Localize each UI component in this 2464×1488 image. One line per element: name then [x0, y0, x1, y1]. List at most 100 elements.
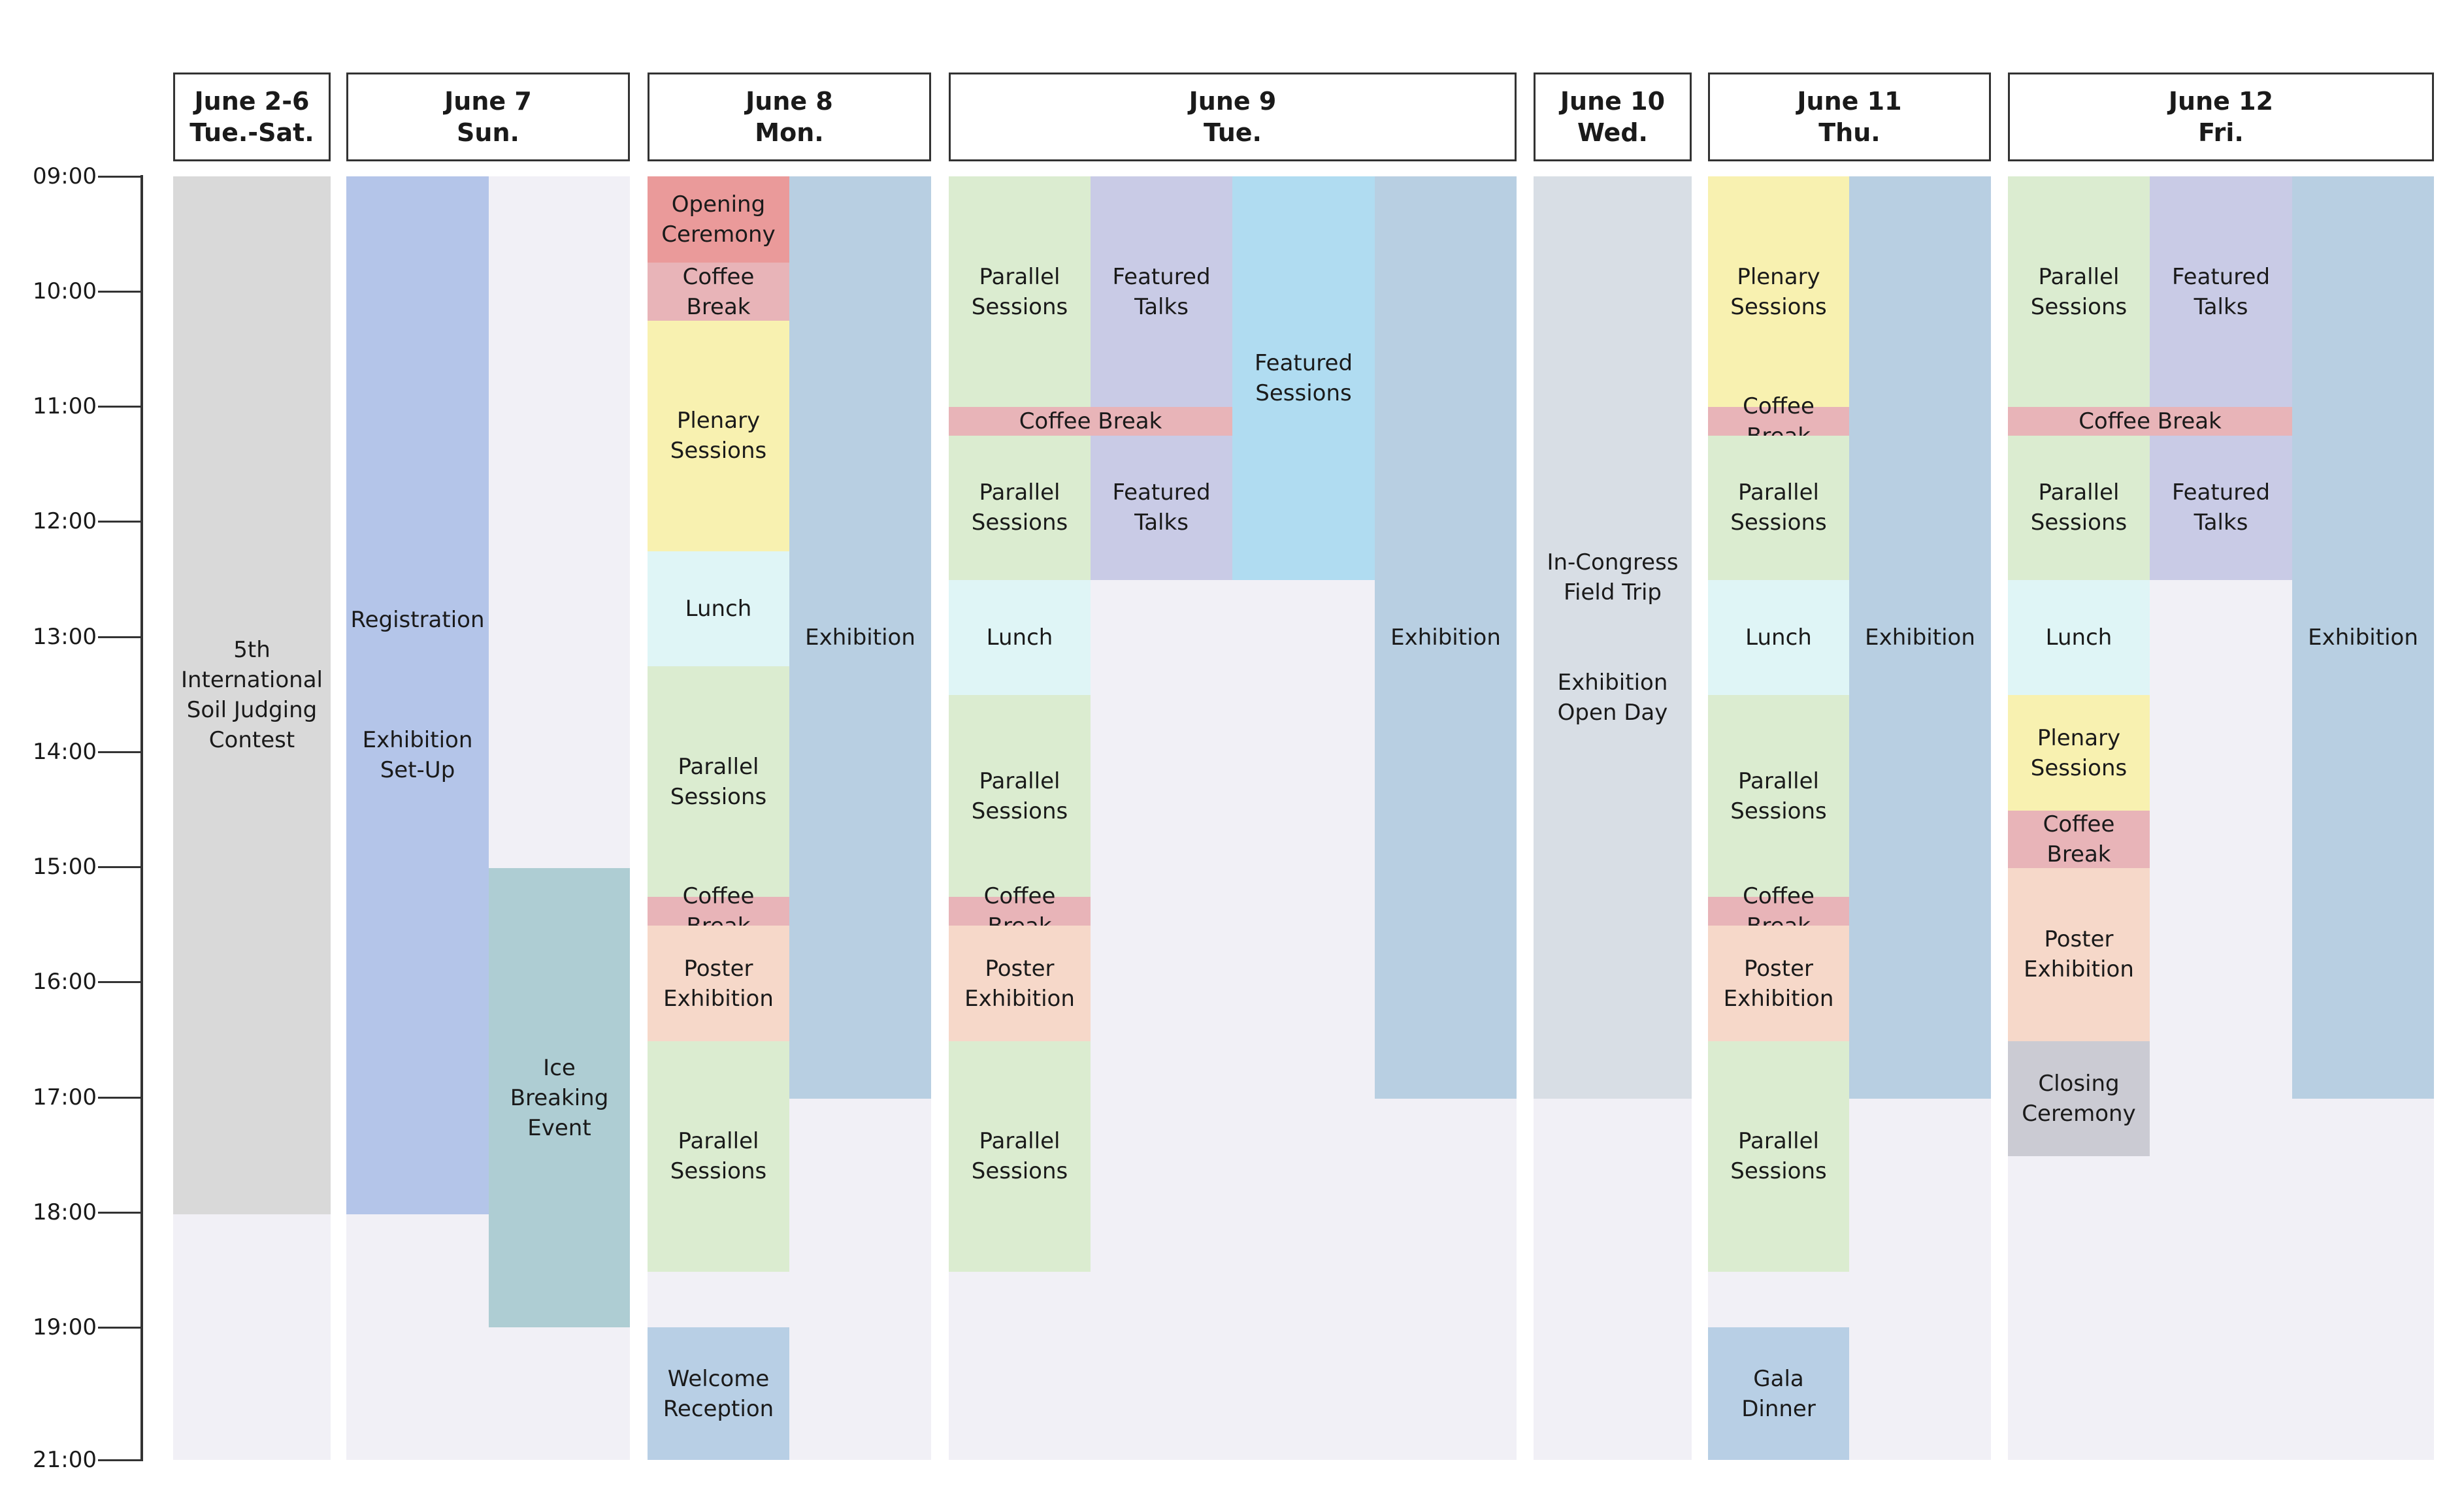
opening-ceremony-block[interactable]: Opening Ceremony [648, 176, 789, 263]
lunch-block[interactable]: Lunch [1708, 579, 1849, 696]
parallel-sessions-label: Parallel Sessions [971, 768, 1068, 824]
time-axis-label: 13:00 [33, 624, 97, 650]
coffee-break-block[interactable]: Coffee Break [648, 263, 789, 321]
lunch-label: Lunch [986, 624, 1053, 651]
day-weekday: Mon. [755, 118, 824, 147]
day-weekday: Wed. [1577, 118, 1648, 147]
time-axis-label: 16:00 [33, 969, 97, 995]
featured-talks-block[interactable]: Featured Talks [2150, 176, 2292, 407]
day-header: June 10 Wed. [1534, 73, 1692, 161]
welcome-reception-label: Welcome Reception [663, 1365, 774, 1422]
poster-exhibition-block[interactable]: Poster Exhibition [949, 926, 1091, 1041]
parallel-sessions-block[interactable]: Parallel Sessions [949, 695, 1091, 898]
exhibition-block[interactable]: Exhibition [2292, 176, 2434, 1099]
parallel-sessions-label: Parallel Sessions [1730, 768, 1827, 824]
exhibition-label: Exhibition [1390, 624, 1501, 651]
field-trip-block[interactable]: In-Congress Field Trip Exhibition Open D… [1534, 176, 1692, 1099]
time-axis-tick [98, 1212, 143, 1214]
exhibition-block[interactable]: Exhibition [1849, 176, 1991, 1099]
featured-talks-block[interactable]: Featured Talks [1091, 176, 1232, 407]
day-date: June 10 [1560, 87, 1666, 116]
ice-breaking-event-block[interactable]: Ice Breaking Event [489, 868, 630, 1327]
featured-sessions-label: Featured Sessions [1254, 349, 1353, 406]
coffee-break-block[interactable]: Coffee Break [2008, 407, 2292, 436]
coffee-break-block[interactable]: Coffee Break [949, 407, 1232, 436]
time-axis-label: 12:00 [33, 508, 97, 534]
day-weekday: Thu. [1818, 118, 1881, 147]
parallel-sessions-block[interactable]: Parallel Sessions [1708, 1041, 1849, 1272]
parallel-sessions-block[interactable]: Parallel Sessions [949, 1041, 1091, 1272]
coffee-break-block[interactable]: Coffee Break [2008, 810, 2150, 868]
parallel-sessions-block[interactable]: Parallel Sessions [648, 1041, 789, 1272]
time-axis-label: 10:00 [33, 278, 97, 304]
time-axis-tick [98, 291, 143, 293]
featured-talks-block[interactable]: Featured Talks [2150, 436, 2292, 580]
parallel-sessions-block[interactable]: Parallel Sessions [648, 666, 789, 898]
plenary-sessions-block[interactable]: Plenary Sessions [2008, 695, 2150, 811]
day-weekday: Fri. [2198, 118, 2244, 147]
parallel-sessions-block[interactable]: Parallel Sessions [1708, 436, 1849, 580]
parallel-sessions-block[interactable]: Parallel Sessions [2008, 436, 2150, 580]
plenary-sessions-label: Plenary Sessions [2030, 724, 2127, 781]
parallel-sessions-block[interactable]: Parallel Sessions [1708, 695, 1849, 898]
day-weekday: Tue.-Sat. [189, 118, 314, 147]
poster-exhibition-label: Poster Exhibition [2024, 926, 2134, 983]
gala-dinner-block[interactable]: Gala Dinner [1708, 1327, 1849, 1460]
parallel-sessions-label: Parallel Sessions [971, 1128, 1068, 1185]
poster-exhibition-label: Poster Exhibition [1723, 955, 1834, 1012]
coffee-break-block[interactable]: Coffee Break [949, 883, 1091, 939]
soil-judging-contest-label: 5th International Soil Judging Contest [181, 637, 323, 754]
exhibition-block[interactable]: Exhibition [1375, 176, 1517, 1099]
time-axis-line [140, 175, 143, 1461]
parallel-sessions-block[interactable]: Parallel Sessions [949, 176, 1091, 407]
closing-ceremony-block[interactable]: Closing Ceremony [2008, 1041, 2150, 1157]
time-axis-label: 19:00 [33, 1314, 97, 1340]
time-axis-tick [98, 1327, 143, 1329]
time-axis-label: 11:00 [33, 393, 97, 419]
opening-ceremony-label: Opening Ceremony [661, 191, 776, 248]
poster-exhibition-block[interactable]: Poster Exhibition [1708, 926, 1849, 1041]
time-axis-tick [98, 636, 143, 638]
time-axis-tick [98, 176, 143, 178]
day-header: June 8 Mon. [648, 73, 931, 161]
soil-judging-contest-block[interactable]: 5th International Soil Judging Contest [173, 176, 331, 1214]
poster-exhibition-block[interactable]: Poster Exhibition [2008, 868, 2150, 1041]
time-axis-label: 18:00 [33, 1199, 97, 1225]
day-header: June 2-6 Tue.-Sat. [173, 73, 331, 161]
plenary-sessions-label: Plenary Sessions [670, 408, 767, 464]
coffee-break-label: Coffee Break [1019, 408, 1162, 435]
day-date: June 12 [2168, 87, 2274, 116]
poster-exhibition-label: Poster Exhibition [964, 955, 1075, 1012]
lunch-block[interactable]: Lunch [648, 551, 789, 667]
coffee-break-block[interactable]: Coffee Break [1708, 393, 1849, 449]
lunch-label: Lunch [2045, 624, 2112, 651]
time-axis-tick [98, 751, 143, 753]
featured-talks-block[interactable]: Featured Talks [1091, 436, 1232, 580]
day-header: June 12 Fri. [2008, 73, 2434, 161]
time-axis-label: 15:00 [33, 854, 97, 880]
exhibition-block[interactable]: Exhibition [789, 176, 931, 1099]
closing-ceremony-label: Closing Ceremony [2022, 1071, 2136, 1127]
lunch-block[interactable]: Lunch [949, 579, 1091, 696]
featured-talks-label: Featured Talks [2171, 263, 2271, 320]
parallel-sessions-block[interactable]: Parallel Sessions [949, 436, 1091, 580]
plenary-sessions-block[interactable]: Plenary Sessions [648, 320, 789, 551]
registration-label: Registration Exhibition Set-Up [350, 607, 485, 784]
lunch-label: Lunch [1745, 624, 1812, 651]
day-date: June 8 [746, 87, 833, 116]
welcome-reception-block[interactable]: Welcome Reception [648, 1327, 789, 1460]
day-date: June 7 [444, 87, 532, 116]
day-header: June 9 Tue. [949, 73, 1517, 161]
coffee-break-block[interactable]: Coffee Break [648, 883, 789, 939]
plenary-sessions-label: Plenary Sessions [1730, 263, 1827, 320]
poster-exhibition-block[interactable]: Poster Exhibition [648, 926, 789, 1041]
parallel-sessions-block[interactable]: Parallel Sessions [2008, 176, 2150, 407]
day-weekday: Tue. [1203, 118, 1262, 147]
plenary-sessions-block[interactable]: Plenary Sessions [1708, 176, 1849, 407]
lunch-block[interactable]: Lunch [2008, 579, 2150, 696]
coffee-break-block[interactable]: Coffee Break [1708, 883, 1849, 939]
parallel-sessions-label: Parallel Sessions [2030, 263, 2127, 320]
featured-sessions-block[interactable]: Featured Sessions [1232, 176, 1375, 580]
registration-block[interactable]: Registration Exhibition Set-Up [346, 176, 489, 1214]
